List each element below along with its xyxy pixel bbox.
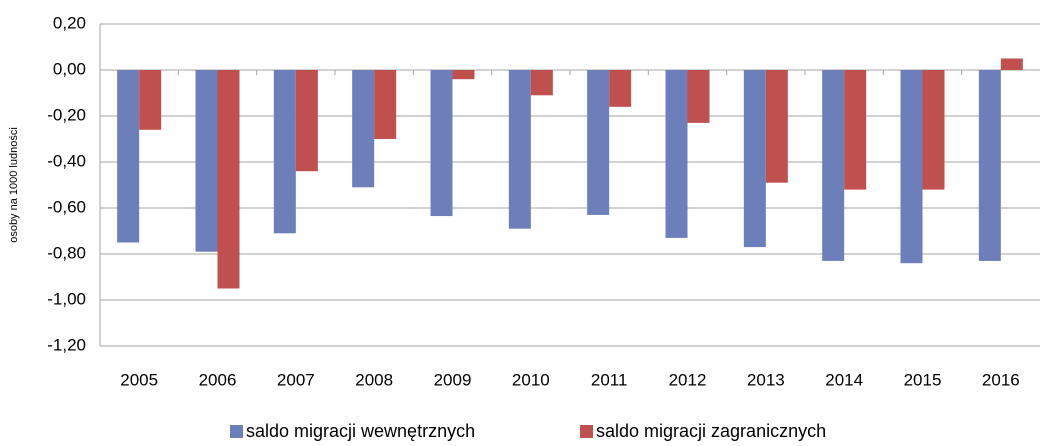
y-tick-label: -1,00	[47, 289, 86, 308]
x-tick-label: 2012	[669, 370, 707, 389]
legend-swatch	[580, 425, 593, 438]
bar	[430, 70, 453, 217]
bar	[295, 70, 318, 172]
x-tick-label: 2010	[512, 370, 550, 389]
x-tick-label: 2014	[825, 370, 863, 389]
bar	[1000, 58, 1023, 70]
bar	[139, 70, 162, 130]
legend-label: saldo migracji zagranicznych	[596, 421, 826, 441]
x-tick-label: 2009	[434, 370, 472, 389]
y-tick-label: -1,20	[47, 335, 86, 354]
bar	[687, 70, 710, 123]
x-tick-label: 2005	[120, 370, 158, 389]
bar	[822, 70, 845, 261]
bar	[765, 70, 788, 183]
legend-swatch	[230, 425, 243, 438]
bar	[217, 70, 240, 289]
y-tick-label: -0,80	[47, 243, 86, 262]
bar	[922, 70, 945, 190]
y-tick-label: -0,20	[47, 105, 86, 124]
bar	[743, 70, 766, 248]
bar	[117, 70, 140, 243]
legend-label: saldo migracji wewnętrznych	[246, 421, 475, 441]
y-tick-label: 0,20	[53, 13, 86, 32]
bar	[844, 70, 867, 190]
bar	[374, 70, 397, 139]
x-tick-label: 2013	[747, 370, 785, 389]
x-tick-label: 2015	[904, 370, 942, 389]
bar	[665, 70, 688, 238]
bar	[273, 70, 296, 234]
bar	[508, 70, 531, 229]
y-tick-label: -0,60	[47, 197, 86, 216]
bar	[978, 70, 1001, 261]
x-tick-label: 2006	[199, 370, 237, 389]
bar	[195, 70, 218, 252]
bar	[900, 70, 923, 264]
x-tick-label: 2011	[591, 370, 628, 389]
x-tick-label: 2008	[355, 370, 393, 389]
x-tick-label: 2007	[277, 370, 315, 389]
bar	[352, 70, 375, 188]
bar	[530, 70, 553, 96]
bar	[609, 70, 632, 107]
y-axis-label: osoby na 1000 ludności	[8, 127, 20, 243]
x-tick-label: 2016	[982, 370, 1020, 389]
y-tick-label: 0,00	[53, 59, 86, 78]
bar	[452, 70, 475, 80]
y-tick-label: -0,40	[47, 151, 86, 170]
bar	[587, 70, 610, 215]
